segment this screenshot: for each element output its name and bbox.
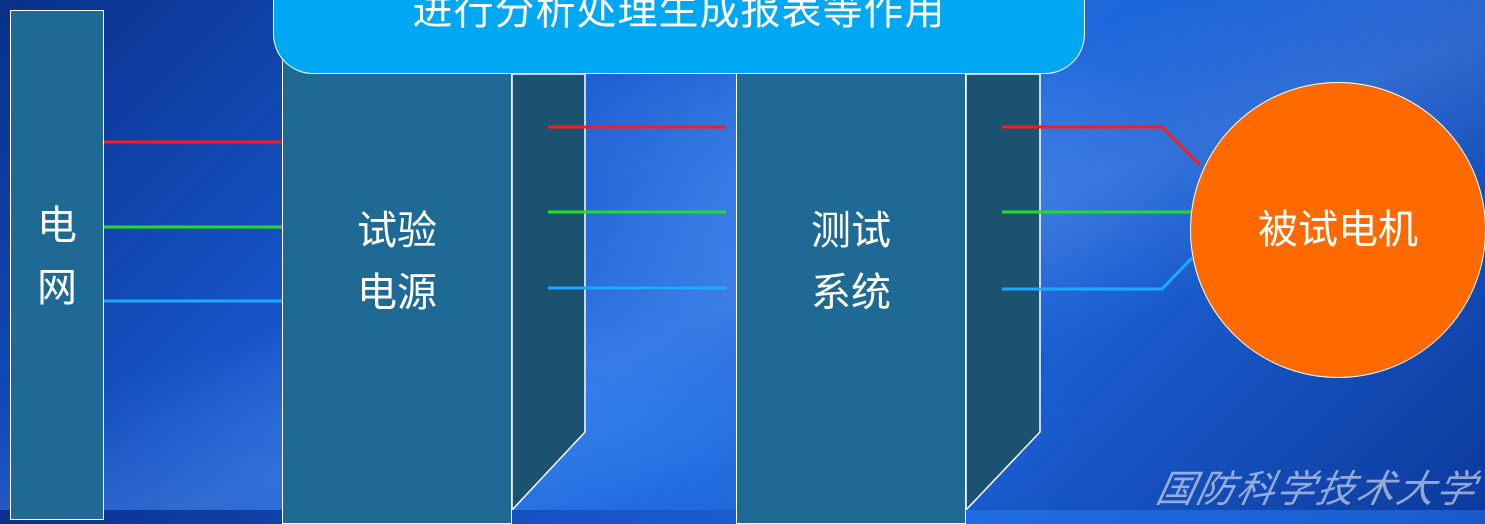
phase-a-line-motor — [1002, 125, 1202, 167]
test-system-block — [736, 54, 966, 524]
phase-c-line-motor — [1002, 256, 1194, 291]
grid-block — [10, 10, 104, 520]
motor-circle — [1190, 82, 1485, 378]
banner-text: 进行分析处理生成报表等作用 — [412, 0, 946, 34]
power-supply-block — [282, 54, 512, 524]
university-watermark: 国防科学技术大学 — [1152, 467, 1482, 511]
connection-diagram — [104, 73, 1202, 510]
description-banner — [273, 0, 1085, 74]
power-supply-label: 试验 电源 — [357, 208, 437, 316]
motor-label: 被试电机 — [1258, 207, 1418, 253]
test-system-side-face — [965, 73, 1041, 510]
grid-label: 电 网 — [37, 203, 77, 311]
test-system-label: 测试 系统 — [811, 208, 891, 316]
power-supply-side-face — [511, 73, 586, 510]
